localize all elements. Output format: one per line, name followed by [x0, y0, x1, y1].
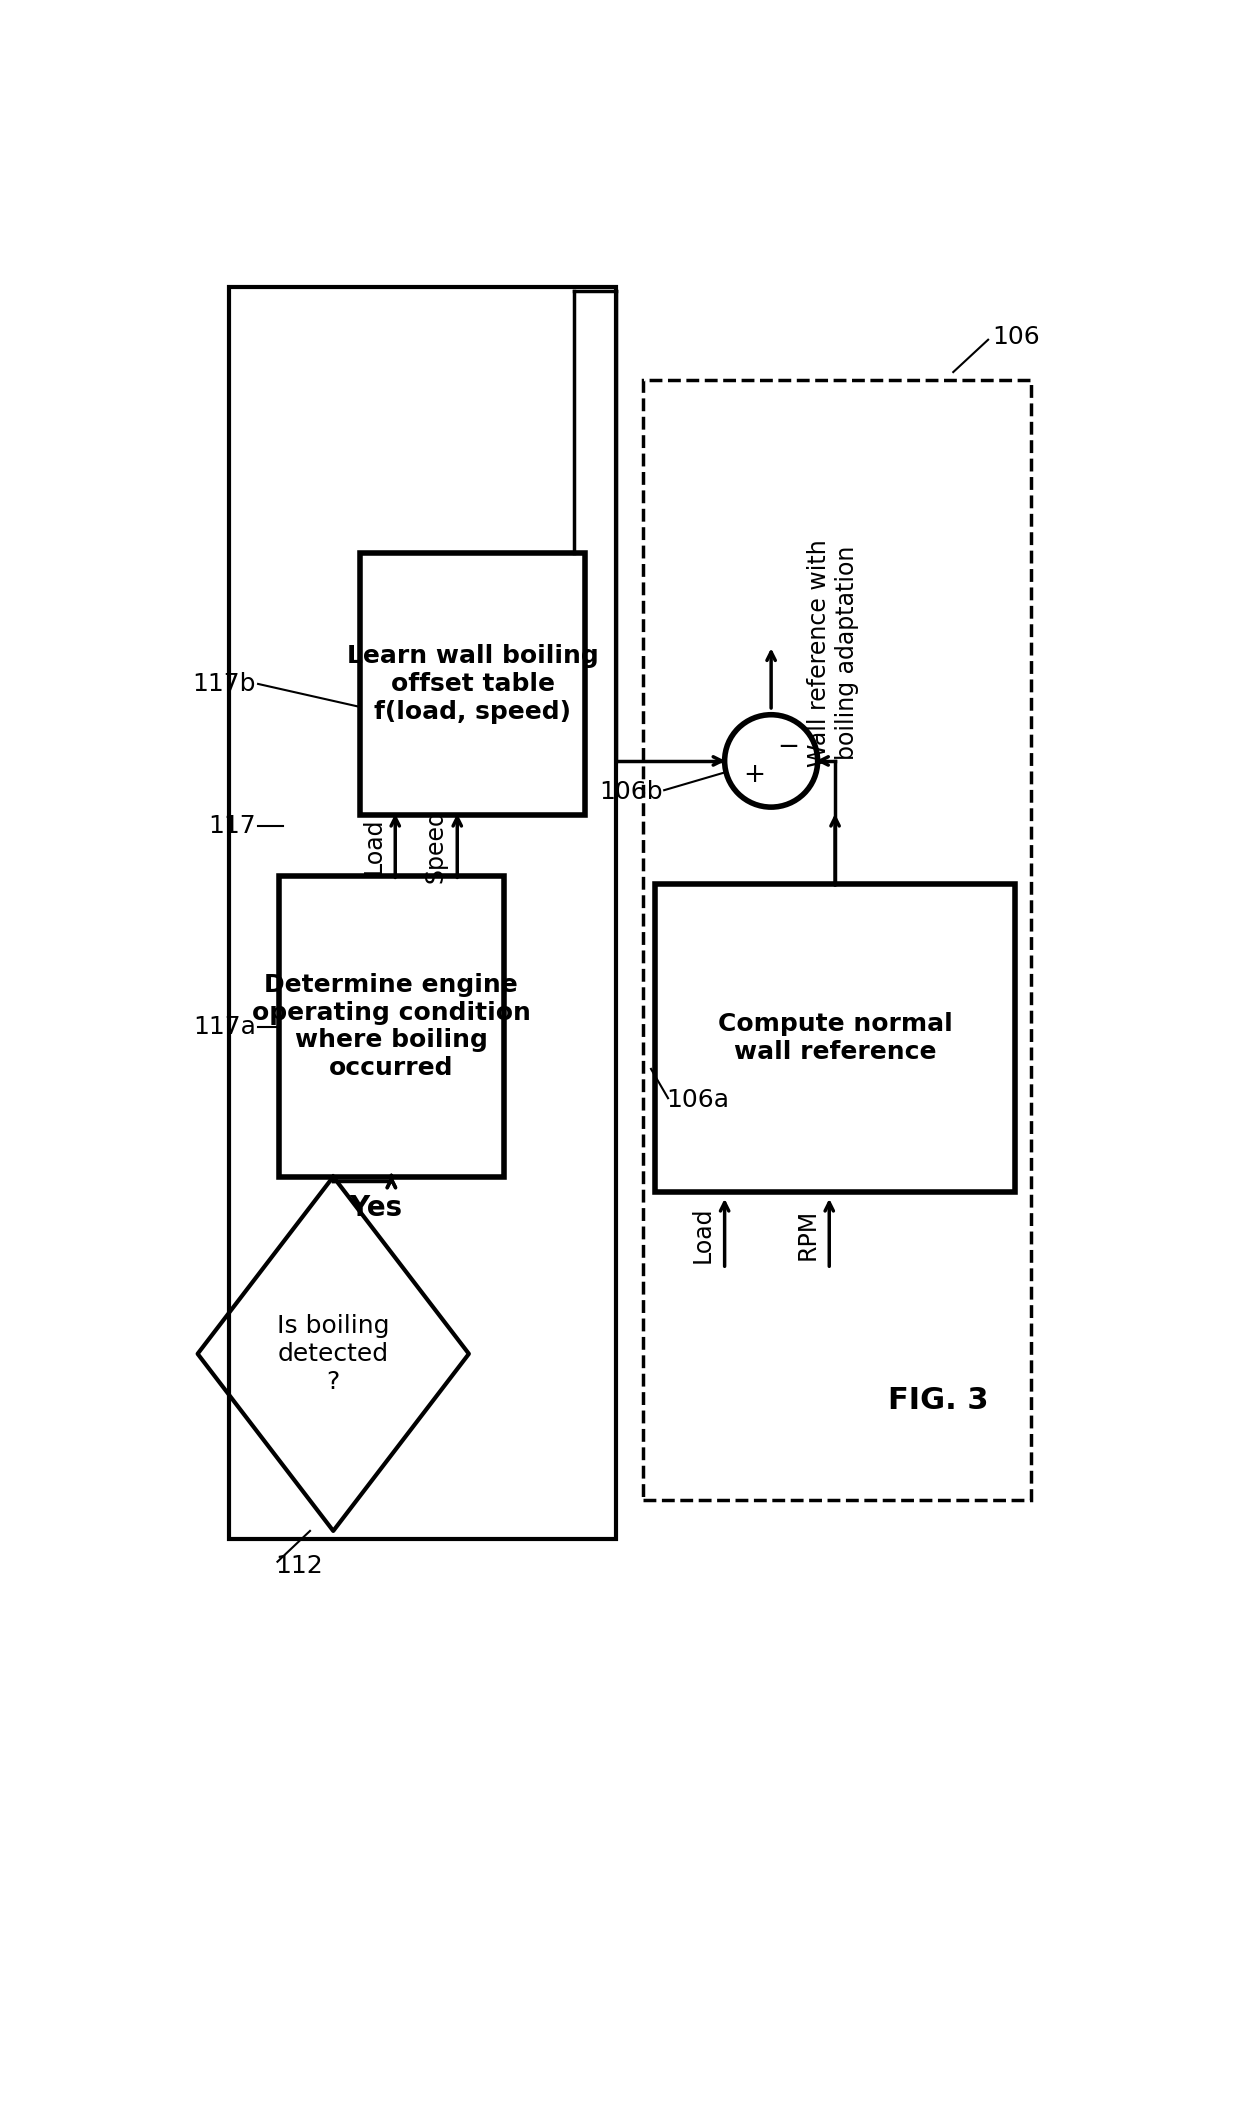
Text: 106b: 106b	[599, 779, 662, 804]
Text: Load: Load	[362, 817, 386, 874]
FancyBboxPatch shape	[361, 554, 585, 815]
Text: 106: 106	[992, 326, 1040, 350]
Text: −: −	[777, 735, 800, 760]
Text: 117a: 117a	[193, 1015, 255, 1038]
Text: +: +	[743, 762, 765, 788]
Text: 117: 117	[208, 815, 255, 838]
Text: RPM: RPM	[796, 1209, 820, 1259]
FancyBboxPatch shape	[279, 876, 503, 1177]
Text: Yes: Yes	[348, 1194, 402, 1221]
FancyBboxPatch shape	[655, 885, 1016, 1192]
Text: 112: 112	[275, 1554, 322, 1577]
FancyBboxPatch shape	[228, 286, 616, 1539]
Text: Load: Load	[691, 1207, 715, 1264]
Text: Speed: Speed	[424, 809, 448, 882]
Text: Learn wall boiling
offset table
f(load, speed): Learn wall boiling offset table f(load, …	[347, 644, 599, 724]
Text: FIG. 3: FIG. 3	[888, 1386, 988, 1415]
Text: 117b: 117b	[192, 672, 255, 695]
Text: Wall reference with
boiling adaptation: Wall reference with boiling adaptation	[807, 539, 859, 767]
Text: Compute normal
wall reference: Compute normal wall reference	[718, 1013, 952, 1064]
Text: 106a: 106a	[667, 1087, 729, 1112]
Text: Determine engine
operating condition
where boiling
occurred: Determine engine operating condition whe…	[252, 973, 531, 1080]
Text: Is boiling
detected
?: Is boiling detected ?	[277, 1314, 389, 1394]
